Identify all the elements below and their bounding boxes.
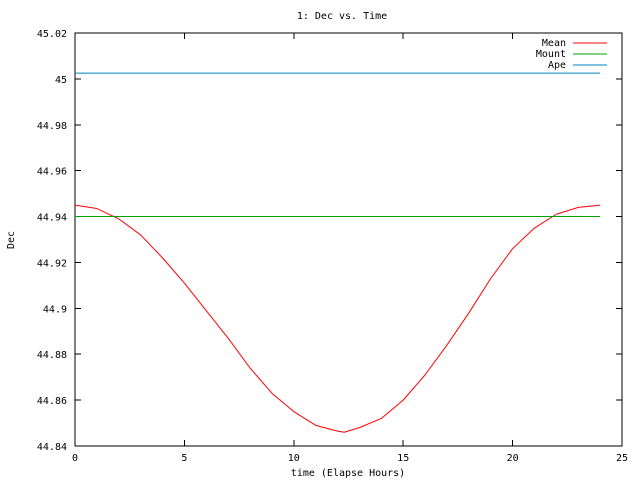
chart-title: 1: Dec vs. Time xyxy=(297,11,387,22)
y-tick-label: 44.86 xyxy=(37,396,67,407)
x-axis-ticks: 0 5 10 15 20 25 xyxy=(72,33,628,464)
y-tick-label: 44.98 xyxy=(37,121,67,132)
x-tick-label: 10 xyxy=(288,453,300,464)
x-tick-label: 0 xyxy=(72,453,78,464)
x-tick-label: 20 xyxy=(507,453,519,464)
y-axis-label: Dec xyxy=(6,231,17,249)
series-line-mean xyxy=(74,204,601,433)
y-tick-label: 44.9 xyxy=(43,304,67,315)
legend-label-mean: Mean xyxy=(542,38,566,49)
legend-label-ape: Ape xyxy=(548,60,566,71)
series-lines xyxy=(74,72,601,433)
x-axis-label: time (Elapse Hours) xyxy=(291,468,405,479)
y-tick-label: 44.92 xyxy=(37,258,67,269)
y-tick-label: 44.88 xyxy=(37,350,67,361)
x-tick-label: 15 xyxy=(397,453,409,464)
y-tick-label: 45.02 xyxy=(37,29,67,40)
x-tick-label: 5 xyxy=(181,453,187,464)
plot-border xyxy=(74,32,623,447)
plot-frame xyxy=(74,32,623,447)
y-tick-label: 44.84 xyxy=(37,442,67,453)
y-tick-label: 45 xyxy=(55,75,67,86)
legend-label-mount: Mount xyxy=(536,49,566,60)
y-tick-label: 44.96 xyxy=(37,167,67,178)
x-tick-label: 25 xyxy=(616,453,628,464)
y-tick-label: 44.94 xyxy=(37,213,67,224)
y-axis-ticks: 44.84 44.86 44.88 44.9 44.92 44.94 44.96 44.98 4… xyxy=(37,29,622,453)
